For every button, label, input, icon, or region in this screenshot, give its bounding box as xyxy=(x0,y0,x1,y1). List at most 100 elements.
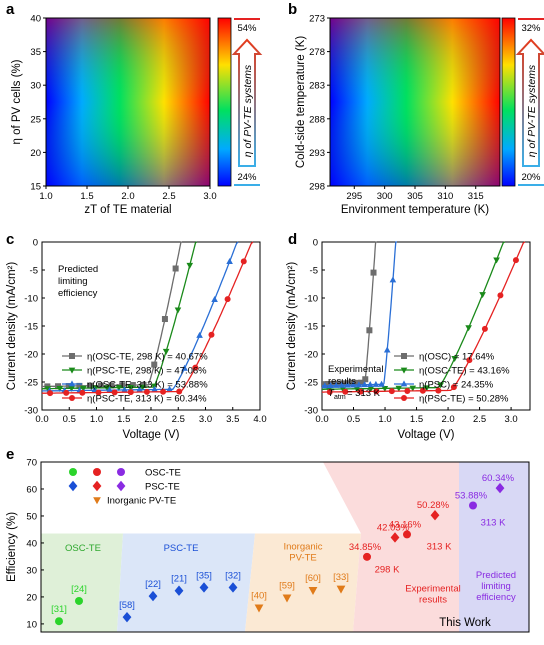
x-tick-label: 1.0 xyxy=(90,414,103,425)
legend-label-0: η(OSC-TE, 298 K) = 40.67% xyxy=(87,352,208,363)
series-1-point xyxy=(186,262,194,269)
series-1-point xyxy=(139,384,146,391)
colorbar-max-label: 32% xyxy=(521,23,541,34)
region-inorganic xyxy=(245,533,361,632)
data-label-6: [32] xyxy=(225,570,241,581)
x-tick-label: 0.5 xyxy=(347,414,360,425)
legend-label-3: η(PSC-TE, 313 K) = 60.34% xyxy=(87,394,207,405)
data-label-4: [21] xyxy=(171,574,187,585)
series-1-point xyxy=(437,382,444,389)
series-2-point xyxy=(349,381,357,388)
x-tick-label: 1.0 xyxy=(378,414,391,425)
legend-0-marker-2 xyxy=(117,468,125,476)
series-1-point xyxy=(451,356,458,363)
x-tick-label: 1.5 xyxy=(117,414,130,425)
series-3-point xyxy=(419,387,426,394)
colorbar-label: η of PV-TE systems xyxy=(526,64,538,157)
y-tick-label: -20 xyxy=(304,350,318,361)
series-1-point xyxy=(367,386,375,393)
y-axis-label: Cold-side temperature (K) xyxy=(295,36,307,168)
series-2-point xyxy=(181,364,188,371)
y-axis-label: Current density (mA/cm²) xyxy=(6,262,18,391)
series-3-point xyxy=(63,389,70,396)
x-tick-label: 1.0 xyxy=(39,191,52,202)
y-tick-label: 293 xyxy=(309,148,325,159)
data-point-3 xyxy=(148,590,158,602)
series-3-point xyxy=(160,388,167,395)
data-point-10 xyxy=(336,585,346,594)
colorbar-frame xyxy=(501,17,516,187)
legend-1-marker-0 xyxy=(68,480,78,492)
series-2-point xyxy=(196,331,203,338)
series-2-point xyxy=(389,276,397,283)
series-3-point xyxy=(497,292,504,299)
series-1-point xyxy=(115,385,123,392)
data-label-9: [60] xyxy=(305,573,321,584)
series-0-point xyxy=(151,361,158,368)
x-tick-label: 305 xyxy=(407,191,423,202)
annotation-temp-value: = 313 K xyxy=(347,388,381,399)
x-tick-label: 3.0 xyxy=(504,414,517,425)
y-tick-label: 20 xyxy=(30,148,41,159)
series-0-point xyxy=(87,382,94,389)
series-3-point xyxy=(373,388,380,395)
series-1-point xyxy=(162,348,170,355)
series-1-point xyxy=(339,386,347,393)
x-tick-label: 2.0 xyxy=(144,414,157,425)
series-0-point xyxy=(370,269,377,276)
data-point-15 xyxy=(469,501,477,510)
series-3-point xyxy=(450,384,457,391)
legend-label-0: η(OSC) = 17.64% xyxy=(419,352,495,363)
y-tick-label: 298 xyxy=(309,182,325,193)
series-2-point xyxy=(136,386,143,393)
panel-a-heatmap: 1.0 1.5 2.0 2.5 3.0 15 20 25 30 35 40 zT of TE mate… xyxy=(11,14,263,216)
legend-marker-2 xyxy=(68,380,76,387)
series-1-point xyxy=(80,385,87,392)
legend-marker-1 xyxy=(400,367,408,374)
region-psc-te xyxy=(117,533,255,632)
data-label-7: [40] xyxy=(251,591,267,602)
series-2-point xyxy=(211,295,218,302)
series-1-point xyxy=(56,386,64,393)
colorbar-label: η of PV-TE systems xyxy=(242,64,254,157)
y-tick-label: 25 xyxy=(30,114,41,125)
y-tick-label: 50 xyxy=(26,511,37,522)
legend-marker-0 xyxy=(69,353,75,359)
panel-letter-b: b xyxy=(288,1,297,18)
series-3-point xyxy=(224,296,231,303)
colorbar xyxy=(502,18,515,186)
series-2-point xyxy=(327,382,334,389)
series-0-point xyxy=(161,316,168,323)
series-3-point xyxy=(388,388,395,395)
annotation-text: results xyxy=(328,376,356,387)
heatmap-overlay xyxy=(330,18,500,186)
x-tick-label: 0.5 xyxy=(63,414,76,425)
y-tick-label: 0 xyxy=(313,238,318,249)
series-3-point xyxy=(240,258,247,265)
y-tick-label: 278 xyxy=(309,47,325,58)
annotation-text: Predicted xyxy=(58,264,98,275)
colorbar xyxy=(218,18,231,186)
region-predicted xyxy=(459,462,529,632)
series-2-point xyxy=(366,381,374,388)
x-axis-label: Voltage (V) xyxy=(123,429,180,441)
annotation-text: Experimental xyxy=(328,364,383,375)
series-1-point xyxy=(174,307,182,314)
x-axis-label: Voltage (V) xyxy=(398,429,455,441)
temp-label-1: 313 K xyxy=(427,542,452,553)
series-2-point xyxy=(338,381,346,388)
legend-1-marker-2 xyxy=(116,480,126,492)
series-3-point xyxy=(127,389,134,396)
series-3-point xyxy=(435,387,442,394)
legend-0-marker-0 xyxy=(69,468,77,476)
data-label-10: [33] xyxy=(333,572,349,583)
data-point-12 xyxy=(390,532,400,543)
series-2-point xyxy=(344,381,351,388)
series-1-point xyxy=(395,385,403,392)
region-label-3: Experimental xyxy=(405,584,460,595)
data-point-7 xyxy=(254,604,264,613)
data-point-4 xyxy=(174,585,184,596)
series-2-point xyxy=(226,257,233,264)
data-label-11: 34.85% xyxy=(349,542,382,553)
